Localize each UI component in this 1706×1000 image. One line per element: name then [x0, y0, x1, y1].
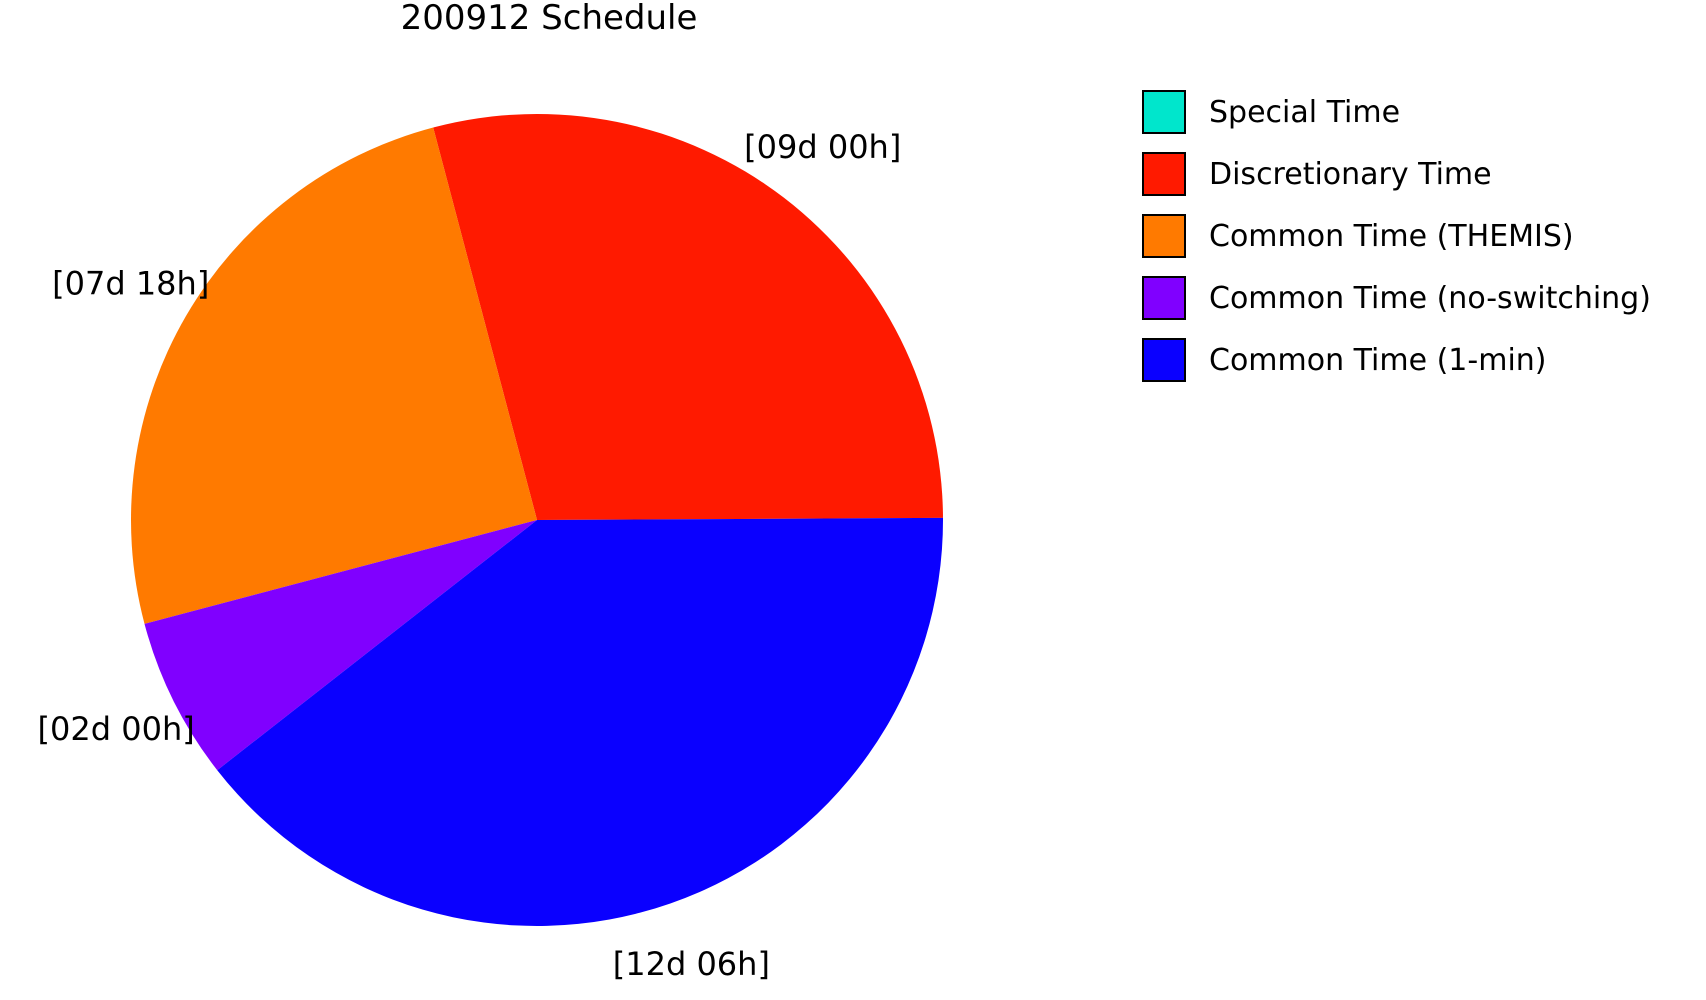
pie-slices: [130, 113, 943, 926]
slice-label-common-time-1-min: [12d 06h]: [613, 945, 770, 983]
legend-swatch-special-time: [1142, 90, 1186, 134]
legend-label-common-time-themis: Common Time (THEMIS): [1209, 219, 1574, 254]
legend: Special Time Discretionary Time Common Tim…: [1142, 90, 1651, 382]
legend-label-common-time-1-min: Common Time (1-min): [1209, 343, 1547, 378]
pie-slice-common-time-1-min: [217, 517, 943, 926]
slice-label-common-time-no-switching: [02d 00h]: [38, 710, 195, 748]
legend-swatch-common-time-no-switching: [1142, 276, 1186, 320]
legend-label-discretionary-time: Discretionary Time: [1209, 157, 1492, 192]
legend-label-common-time-no-switching: Common Time (no-switching): [1209, 281, 1651, 316]
legend-swatch-discretionary-time: [1142, 152, 1186, 196]
slice-label-common-time-themis: [07d 18h]: [52, 265, 209, 303]
legend-label-special-time: Special Time: [1209, 95, 1400, 130]
legend-swatch-common-time-themis: [1142, 214, 1186, 258]
chart-title: 200912 Schedule: [401, 0, 698, 38]
legend-swatch-common-time-1-min: [1142, 338, 1186, 382]
pie-slice-labels: [09d 00h] [07d 18h] [02d 00h] [12d 06h]: [38, 128, 902, 983]
slice-label-discretionary-time: [09d 00h]: [744, 128, 901, 166]
pie-slice-discretionary-time: [433, 113, 943, 520]
pie-slice-common-time-no-switching: [144, 520, 538, 771]
pie-slice-common-time-themis: [130, 127, 537, 624]
